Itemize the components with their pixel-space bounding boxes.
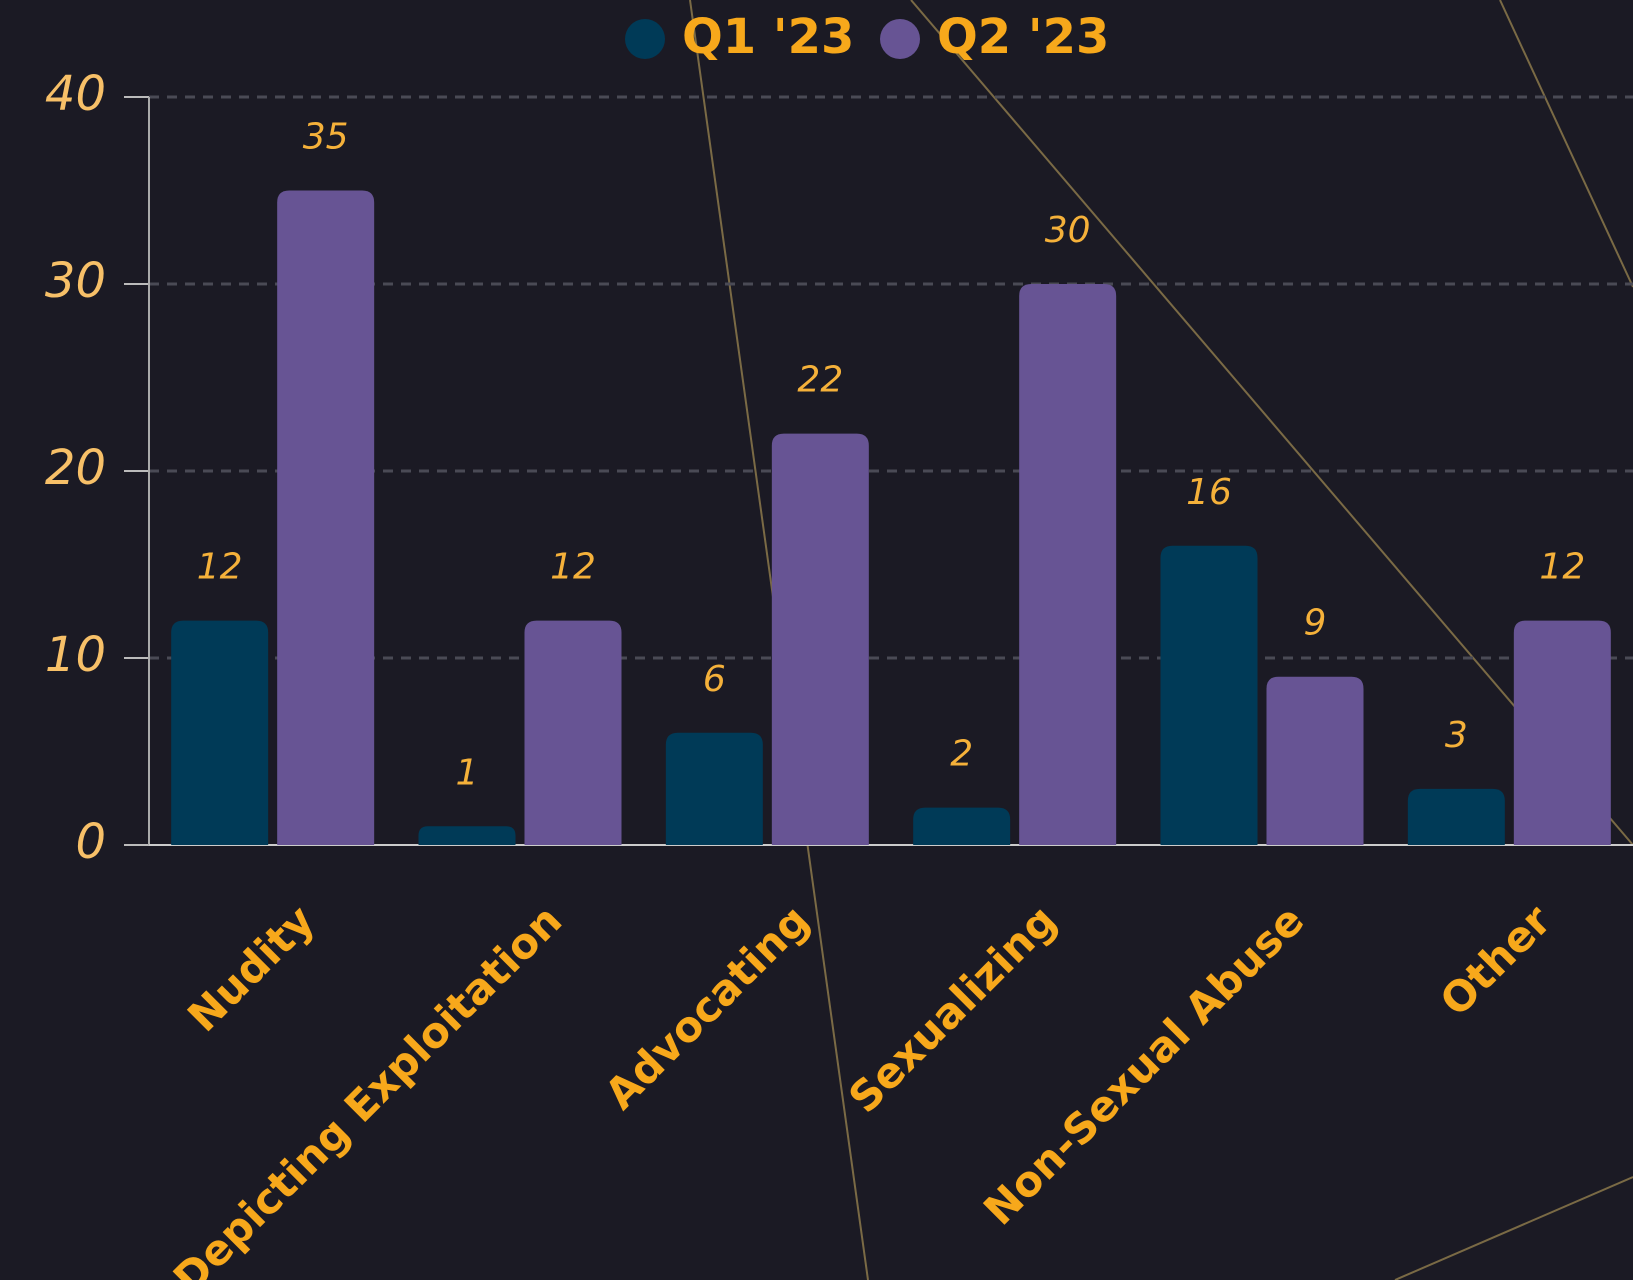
y-tick-label: 0: [75, 814, 106, 870]
bar: [771, 433, 869, 845]
value-label: 22: [797, 360, 843, 401]
bar: [665, 732, 763, 845]
bar: [418, 826, 516, 845]
bar: [277, 190, 375, 845]
legend-swatch: [880, 19, 920, 59]
value-label: 16: [1186, 472, 1232, 513]
bar: [1160, 545, 1258, 845]
value-label: 2: [950, 734, 973, 775]
value-label: 1: [456, 752, 479, 793]
value-label: 35: [303, 117, 349, 158]
value-label: 30: [1045, 210, 1091, 251]
value-label: 3: [1445, 715, 1468, 756]
legend-label: Q1 '23: [682, 9, 854, 65]
bar: [1407, 788, 1505, 845]
y-tick-label: 20: [45, 440, 106, 496]
x-tick-label: Other: [1431, 895, 1561, 1025]
deco-line: [1394, 1176, 1633, 1280]
deco-line: [1499, 0, 1633, 288]
deco-line: [910, 0, 1633, 846]
x-tick-label: Sexualizing: [839, 896, 1066, 1123]
bar: [524, 620, 622, 845]
y-tick-label: 30: [45, 253, 106, 309]
value-label: 12: [550, 547, 596, 588]
value-label: 6: [703, 659, 726, 700]
y-tick-label: 40: [45, 66, 106, 122]
value-label: 12: [197, 547, 243, 588]
x-tick-label: Advocating: [595, 896, 818, 1119]
legend-label: Q2 '23: [937, 9, 1109, 65]
y-tick-label: 10: [45, 627, 106, 683]
bar: [171, 620, 269, 845]
legend-swatch: [625, 19, 665, 59]
bar: [1266, 676, 1364, 845]
bar: [1019, 284, 1117, 845]
value-label: 12: [1539, 547, 1585, 588]
x-tick-label: Depicting Exploitation: [164, 896, 571, 1280]
x-tick-label: Nudity: [178, 896, 324, 1042]
bar: [1513, 620, 1611, 845]
value-label: 9: [1304, 603, 1327, 644]
bar: [913, 807, 1011, 845]
